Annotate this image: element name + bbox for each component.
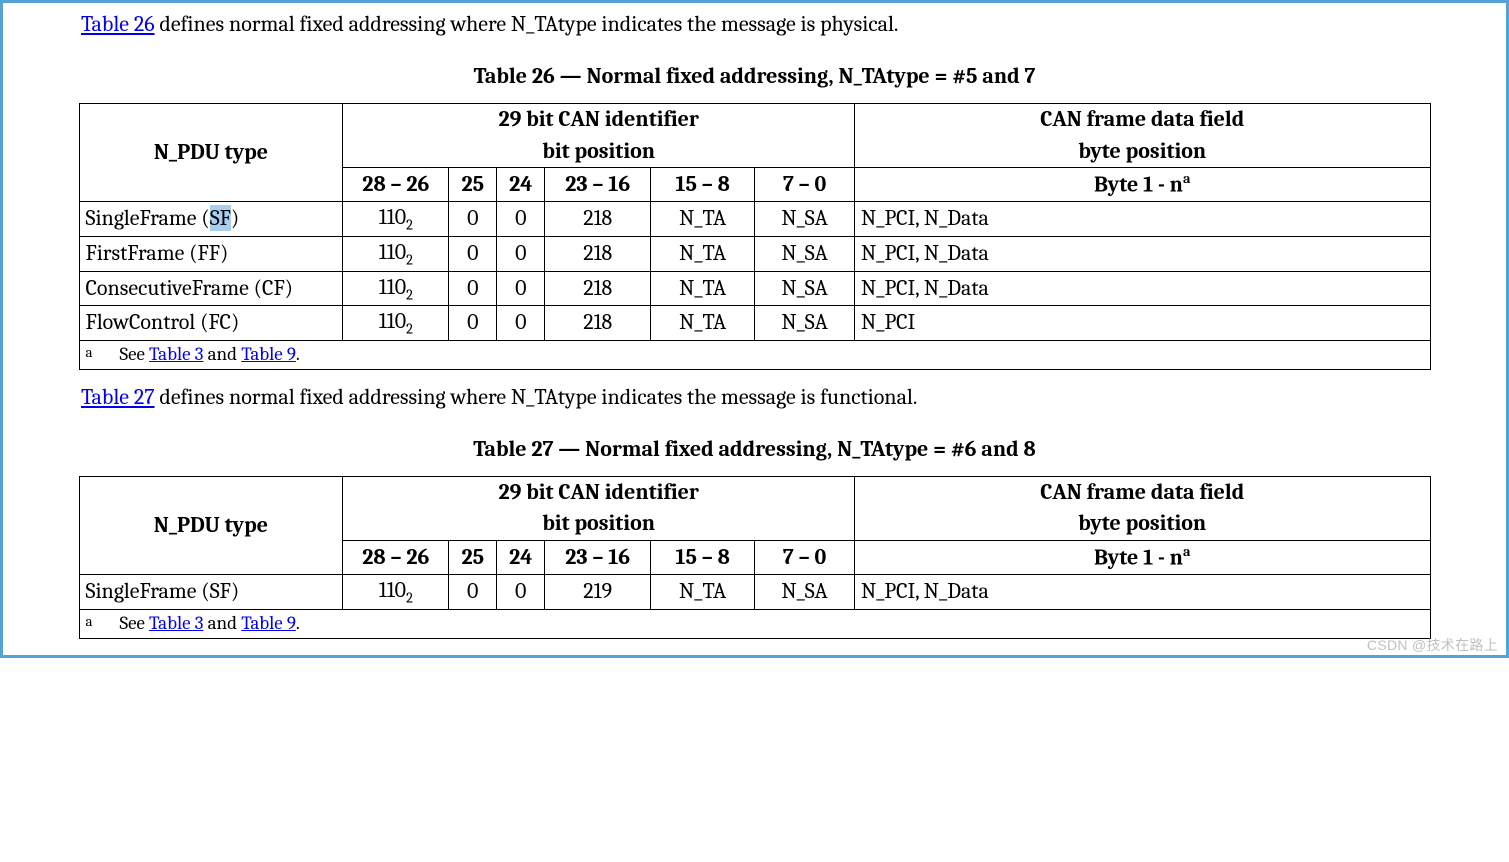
th-bit-position: bit position — [343, 136, 855, 168]
cell-25: 0 — [449, 202, 497, 237]
table-footnote-row: aSee Table 3 and Table 9. — [79, 341, 1430, 370]
cell-24: 0 — [497, 306, 545, 341]
th-byte-1-n: Byte 1 - na — [855, 541, 1430, 575]
cell-npdu: ConsecutiveFrame (CF) — [79, 271, 343, 306]
cell-28-26: 1102 — [343, 271, 449, 306]
th-25: 25 — [449, 168, 497, 202]
cell-23-16: 218 — [545, 271, 651, 306]
th-npdu-type: N_PDU type — [79, 104, 343, 202]
cell-data: N_PCI — [855, 306, 1430, 341]
table-26-ref-link[interactable]: Table 26 — [81, 11, 155, 37]
cell-7-0: N_SA — [755, 271, 855, 306]
footnote-cell: aSee Table 3 and Table 9. — [79, 341, 1430, 370]
table-26: N_PDU type 29 bit CAN identifier CAN fra… — [79, 103, 1431, 370]
cell-7-0: N_SA — [755, 306, 855, 341]
intro-paragraph-2: Table 27 defines normal fixed addressing… — [3, 384, 1506, 410]
intro-1-text: defines normal fixed addressing where N_… — [155, 11, 899, 37]
th-7-0: 7 – 0 — [755, 168, 855, 202]
th-23-16: 23 – 16 — [545, 168, 651, 202]
cell-15-8: N_TA — [651, 202, 755, 237]
cell-24: 0 — [497, 575, 545, 610]
footnote-cell: aSee Table 3 and Table 9. — [79, 609, 1430, 638]
highlighted-text: SF — [210, 205, 231, 231]
page-container: Table 26 defines normal fixed addressing… — [0, 0, 1509, 658]
cell-24: 0 — [497, 271, 545, 306]
cell-23-16: 218 — [545, 306, 651, 341]
cell-25: 0 — [449, 575, 497, 610]
cell-28-26: 1102 — [343, 202, 449, 237]
cell-7-0: N_SA — [755, 575, 855, 610]
cell-data: N_PCI, N_Data — [855, 237, 1430, 272]
th-npdu-type: N_PDU type — [79, 476, 343, 574]
cell-28-26: 1102 — [343, 306, 449, 341]
th-15-8: 15 – 8 — [651, 168, 755, 202]
table-row: FlowControl (FC) 1102 0 0 218 N_TA N_SA … — [79, 306, 1430, 341]
th-byte-1-n: Byte 1 - na — [855, 168, 1430, 202]
cell-npdu: FlowControl (FC) — [79, 306, 343, 341]
th-28-26: 28 – 26 — [343, 541, 449, 575]
cell-25: 0 — [449, 237, 497, 272]
table-3-ref-link[interactable]: Table 3 — [149, 612, 203, 634]
table-3-ref-link[interactable]: Table 3 — [149, 343, 203, 365]
th-byte-position: byte position — [855, 508, 1430, 540]
cell-23-16: 219 — [545, 575, 651, 610]
cell-npdu: SingleFrame (SF) — [79, 575, 343, 610]
cell-data: N_PCI, N_Data — [855, 575, 1430, 610]
cell-24: 0 — [497, 237, 545, 272]
cell-24: 0 — [497, 202, 545, 237]
cell-23-16: 218 — [545, 237, 651, 272]
th-can-id: 29 bit CAN identifier — [343, 476, 855, 508]
table-footnote-row: aSee Table 3 and Table 9. — [79, 609, 1430, 638]
th-7-0: 7 – 0 — [755, 541, 855, 575]
table-27-caption: Table 27 — Normal fixed addressing, N_TA… — [3, 436, 1506, 462]
table-row: SingleFrame (SF) 1102 0 0 218 N_TA N_SA … — [79, 202, 1430, 237]
table-27-ref-link[interactable]: Table 27 — [81, 384, 155, 410]
th-15-8: 15 – 8 — [651, 541, 755, 575]
th-can-id: 29 bit CAN identifier — [343, 104, 855, 136]
th-28-26: 28 – 26 — [343, 168, 449, 202]
cell-23-16: 218 — [545, 202, 651, 237]
cell-npdu: SingleFrame (SF) — [79, 202, 343, 237]
th-24: 24 — [497, 168, 545, 202]
cell-15-8: N_TA — [651, 306, 755, 341]
cell-data: N_PCI, N_Data — [855, 271, 1430, 306]
th-byte-position: byte position — [855, 136, 1430, 168]
table-row: FirstFrame (FF) 1102 0 0 218 N_TA N_SA N… — [79, 237, 1430, 272]
table-row: ConsecutiveFrame (CF) 1102 0 0 218 N_TA … — [79, 271, 1430, 306]
footnote-label: a — [86, 342, 120, 362]
th-can-frame: CAN frame data field — [855, 104, 1430, 136]
cell-15-8: N_TA — [651, 271, 755, 306]
cell-7-0: N_SA — [755, 237, 855, 272]
cell-25: 0 — [449, 306, 497, 341]
th-bit-position: bit position — [343, 508, 855, 540]
th-25: 25 — [449, 541, 497, 575]
table-26-caption: Table 26 — Normal fixed addressing, N_TA… — [3, 63, 1506, 89]
footnote-label: a — [86, 611, 120, 631]
th-24: 24 — [497, 541, 545, 575]
cell-7-0: N_SA — [755, 202, 855, 237]
th-23-16: 23 – 16 — [545, 541, 651, 575]
intro-2-text: defines normal fixed addressing where N_… — [155, 384, 918, 410]
cell-28-26: 1102 — [343, 237, 449, 272]
table-9-ref-link[interactable]: Table 9 — [241, 343, 296, 365]
cell-15-8: N_TA — [651, 237, 755, 272]
table-27: N_PDU type 29 bit CAN identifier CAN fra… — [79, 476, 1431, 639]
th-can-frame: CAN frame data field — [855, 476, 1430, 508]
table-row: SingleFrame (SF) 1102 0 0 219 N_TA N_SA … — [79, 575, 1430, 610]
cell-npdu: FirstFrame (FF) — [79, 237, 343, 272]
cell-25: 0 — [449, 271, 497, 306]
cell-data: N_PCI, N_Data — [855, 202, 1430, 237]
watermark-text: CSDN @技术在路上 — [1367, 635, 1498, 655]
intro-paragraph-1: Table 26 defines normal fixed addressing… — [3, 11, 1506, 37]
cell-28-26: 1102 — [343, 575, 449, 610]
table-9-ref-link[interactable]: Table 9 — [241, 612, 296, 634]
cell-15-8: N_TA — [651, 575, 755, 610]
